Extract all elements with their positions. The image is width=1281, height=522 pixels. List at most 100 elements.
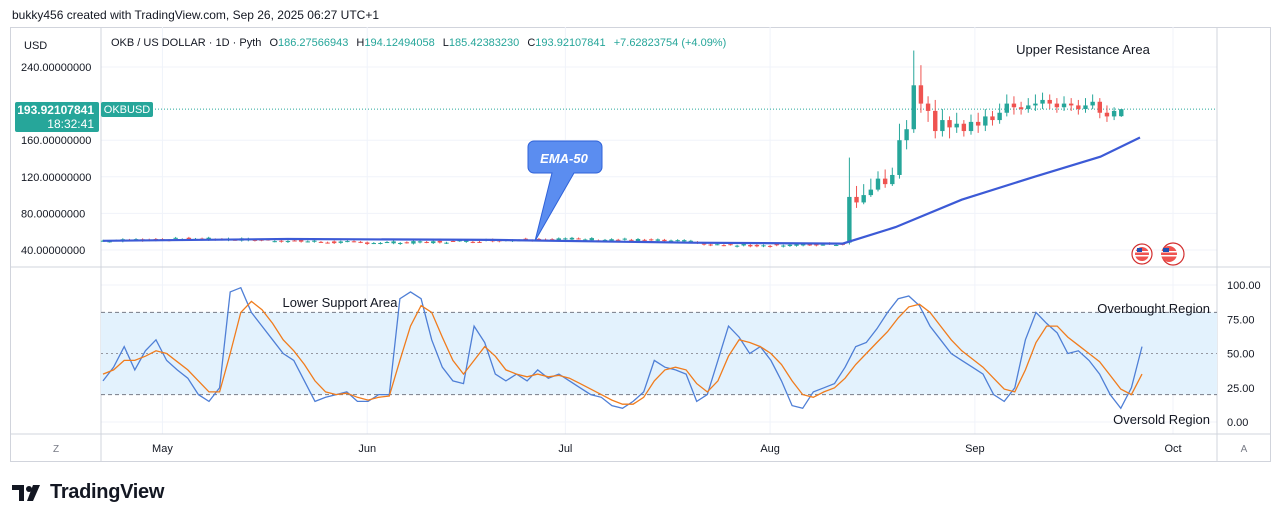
candle-body bbox=[629, 239, 634, 241]
candle-body bbox=[682, 240, 687, 242]
candle-body bbox=[868, 189, 874, 196]
candle-body bbox=[1011, 103, 1017, 108]
legend-open: 186.27566943 bbox=[278, 37, 348, 49]
candle-body bbox=[279, 240, 284, 242]
candle-body bbox=[391, 241, 396, 244]
candle-body bbox=[1040, 99, 1045, 104]
currency-label[interactable]: USD bbox=[24, 40, 47, 52]
oversold-label: Oversold Region bbox=[1113, 412, 1210, 427]
oscillator-axis[interactable]: 100.00 75.00 50.00 25.00 0.00 bbox=[1227, 280, 1261, 429]
legend-row: OKB / US DOLLAR · 1D · Pyth O186.2756694… bbox=[111, 37, 726, 49]
candle-body bbox=[411, 241, 416, 244]
candle-body bbox=[940, 120, 945, 132]
candle-body bbox=[1004, 103, 1009, 113]
legend-open-label: O bbox=[269, 37, 278, 49]
oscillator-k-line bbox=[102, 286, 1143, 410]
candle-body bbox=[365, 242, 370, 244]
candle-body bbox=[312, 240, 317, 242]
candle-body bbox=[371, 243, 377, 245]
price-axis[interactable]: 240.00000000 160.00000000 120.00000000 80.0… bbox=[21, 62, 91, 257]
candle-body bbox=[345, 241, 350, 243]
candle-body bbox=[800, 243, 806, 246]
candle-body bbox=[450, 240, 456, 242]
us-event-flag-2[interactable] bbox=[1161, 242, 1185, 266]
ticker-badge-bg bbox=[101, 102, 153, 117]
candle-body bbox=[424, 241, 429, 243]
candle-body bbox=[477, 241, 482, 243]
candle-body bbox=[734, 245, 740, 247]
candle-body bbox=[975, 121, 981, 126]
candle-body bbox=[882, 178, 888, 185]
candle-body bbox=[1061, 103, 1067, 108]
candle-body bbox=[556, 238, 561, 241]
candle-body bbox=[748, 244, 753, 247]
upper-resistance-label: Upper Resistance Area bbox=[1016, 42, 1150, 57]
candle-body bbox=[861, 195, 866, 203]
timezone-button[interactable]: Z bbox=[53, 444, 59, 455]
candle-body bbox=[1111, 110, 1117, 117]
candle-body bbox=[292, 240, 297, 242]
last-price-badge: 193.92107841 18:32:41 OKBUSD bbox=[15, 102, 153, 132]
us-event-flag-1[interactable] bbox=[1131, 243, 1153, 265]
candle-body bbox=[1068, 103, 1074, 106]
chart-frame[interactable] bbox=[10, 27, 1271, 462]
time-tick-label: May bbox=[152, 443, 173, 455]
candle-body bbox=[807, 244, 812, 246]
candle-body bbox=[933, 110, 938, 132]
candle-body bbox=[918, 85, 924, 104]
candle-body bbox=[1026, 105, 1031, 110]
time-tick-label: Sep bbox=[965, 443, 985, 455]
price-tick-label: 240.00000000 bbox=[21, 62, 91, 74]
candle-body bbox=[741, 244, 746, 246]
candle-body bbox=[186, 237, 192, 240]
osc-tick-label: 75.00 bbox=[1227, 314, 1255, 326]
candle-body bbox=[794, 244, 799, 246]
osc-tick-label: 50.00 bbox=[1227, 349, 1255, 361]
candle-body bbox=[875, 178, 881, 190]
legend-high-label: H bbox=[356, 37, 364, 49]
legend-symbol: OKB / US DOLLAR · 1D · Pyth bbox=[111, 37, 261, 49]
candle-body bbox=[649, 239, 654, 241]
candle-body bbox=[847, 196, 852, 243]
candle-body bbox=[622, 238, 628, 240]
time-tick-label: Jul bbox=[558, 443, 572, 455]
candle-body bbox=[404, 242, 410, 244]
candle-body bbox=[378, 242, 383, 244]
time-tick-label: Aug bbox=[760, 443, 780, 455]
ema-callout-label: EMA-50 bbox=[540, 151, 588, 166]
legend-close: 193.92107841 bbox=[535, 37, 605, 49]
ticker-badge-label: OKBUSD bbox=[104, 104, 151, 116]
footer-logo[interactable]: TradingView bbox=[12, 481, 164, 504]
price-tick-label: 160.00000000 bbox=[21, 135, 91, 147]
candle-body bbox=[990, 116, 995, 121]
candle-body bbox=[602, 239, 608, 241]
candle-body bbox=[833, 244, 839, 246]
candle-body bbox=[767, 245, 773, 247]
candle-body bbox=[655, 239, 661, 241]
chart-canvas[interactable]: EMA-50 Upper Resistance Area Lower Suppo… bbox=[0, 0, 1281, 470]
candle-body bbox=[1018, 107, 1024, 110]
price-tick-label: 80.00000000 bbox=[21, 208, 85, 220]
candle-body bbox=[358, 241, 363, 243]
candle-body bbox=[100, 240, 106, 242]
candle-body bbox=[761, 245, 766, 247]
legend-change: +7.62823754 (+4.09%) bbox=[614, 37, 727, 49]
candle-body bbox=[728, 244, 733, 246]
legend-close-label: C bbox=[527, 37, 535, 49]
candle-body bbox=[563, 238, 568, 240]
candle-body bbox=[721, 245, 727, 247]
candle-body bbox=[298, 239, 304, 242]
candle-body bbox=[338, 241, 343, 243]
time-axis[interactable]: May Jun Jul Aug Sep Oct bbox=[152, 443, 1182, 455]
candle-body bbox=[1083, 105, 1088, 110]
osc-tick-label: 0.00 bbox=[1227, 417, 1248, 429]
footer-brand: TradingView bbox=[50, 481, 165, 503]
auto-scale-button[interactable]: A bbox=[1241, 444, 1248, 455]
candle-body bbox=[1033, 103, 1038, 106]
candle-body bbox=[285, 241, 291, 243]
candles bbox=[100, 50, 1124, 248]
price-tick-label: 120.00000000 bbox=[21, 172, 91, 184]
candle-body bbox=[715, 244, 720, 246]
osc-tick-label: 100.00 bbox=[1227, 280, 1261, 292]
candle-body bbox=[668, 240, 674, 242]
